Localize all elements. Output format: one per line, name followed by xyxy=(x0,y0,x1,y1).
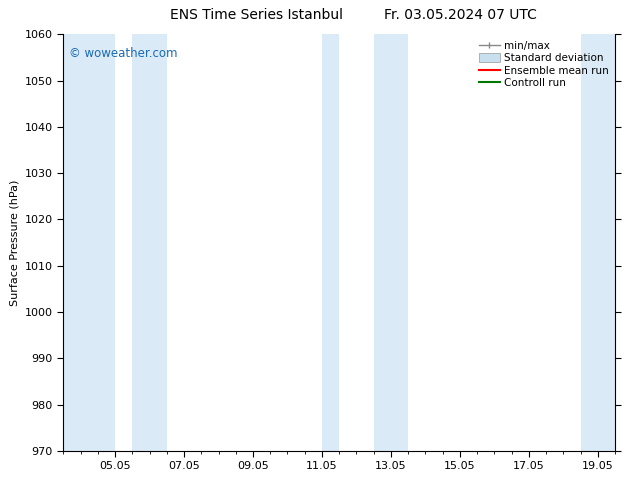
Legend: min/max, Standard deviation, Ensemble mean run, Controll run: min/max, Standard deviation, Ensemble me… xyxy=(476,37,612,92)
Y-axis label: Surface Pressure (hPa): Surface Pressure (hPa) xyxy=(10,179,19,306)
Bar xyxy=(322,34,339,451)
Bar xyxy=(373,34,408,451)
Text: ENS Time Series Istanbul: ENS Time Series Istanbul xyxy=(170,8,343,22)
Text: © woweather.com: © woweather.com xyxy=(69,47,178,60)
Text: Fr. 03.05.2024 07 UTC: Fr. 03.05.2024 07 UTC xyxy=(384,8,537,22)
Bar xyxy=(63,34,115,451)
Bar xyxy=(581,34,615,451)
Bar xyxy=(133,34,167,451)
